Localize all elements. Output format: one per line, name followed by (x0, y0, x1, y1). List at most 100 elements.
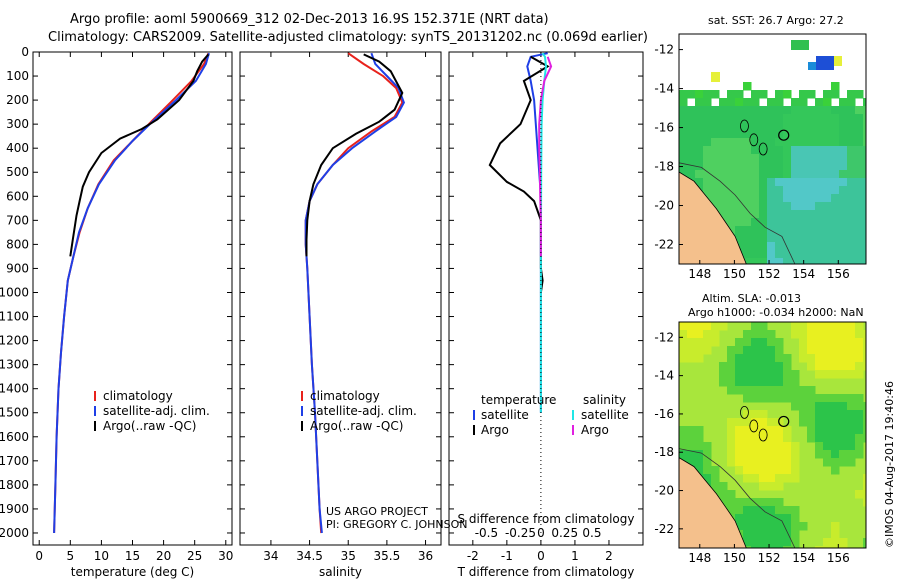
sst-map-cell (839, 210, 848, 219)
credit-project: US ARGO PROJECT (326, 505, 428, 518)
sst-map-cell (743, 226, 752, 235)
panel-frame-temperature (32, 51, 233, 546)
sst-map-cell (775, 242, 784, 251)
sst-map-cell (839, 106, 848, 115)
sst-map-cell (727, 106, 736, 115)
sla-map-cell (783, 370, 792, 379)
legend-label: Argo(..raw -QC) (103, 419, 196, 433)
sla-map-cell (743, 506, 752, 515)
sla-map-cell (775, 354, 784, 363)
sst-map-cell (751, 218, 760, 227)
sst-map-cell (799, 106, 808, 115)
sst-map-cell (783, 210, 792, 219)
sst-map-cell (775, 186, 784, 195)
sst-map-cell (863, 242, 866, 251)
sst-map-cell (743, 122, 752, 131)
sla-map-cell (847, 338, 856, 347)
sla-map-lon-label: 156 (827, 551, 850, 565)
sst-map-cell (759, 258, 768, 264)
sst-map-cell (831, 114, 840, 123)
sst-map-cell (775, 170, 784, 179)
sla-map-cell (735, 522, 744, 531)
y-tick-label: 1300 (0, 358, 29, 372)
sla-map-cell (679, 354, 688, 363)
sst-map-cell (839, 122, 848, 131)
sst-map-cell (807, 122, 816, 131)
y-tick-label: 2000 (0, 526, 29, 540)
sst-map-cell (799, 146, 808, 155)
sla-map-cell (863, 474, 866, 483)
sst-map-cell (831, 258, 840, 264)
sla-map-cell (791, 466, 800, 475)
sla-map-cell (759, 338, 768, 347)
sst-map-cell (783, 90, 792, 99)
sst-map-cell (687, 106, 696, 115)
sst-map-cell (863, 218, 866, 227)
sla-map-cell (839, 354, 848, 363)
sla-map-cell (767, 338, 776, 347)
sla-map-cell (807, 330, 816, 339)
legend-label: Argo (581, 423, 609, 437)
sst-map-cell (735, 106, 744, 115)
sla-map-title-2: Argo h1000: -0.034 h2000: NaN (688, 306, 864, 319)
sla-map-cell (719, 490, 728, 499)
sla-map-cell (775, 346, 784, 355)
sst-map-cell (695, 138, 704, 147)
sla-map-cell (807, 322, 816, 331)
sla-map-cell (711, 482, 720, 491)
sst-map-cell (847, 114, 856, 123)
sst-map-cell (847, 90, 856, 99)
sst-map-cell (719, 210, 728, 219)
y-tick-label: 1800 (0, 478, 29, 492)
sst-map-cell (727, 202, 736, 211)
sst-map-cell (711, 194, 720, 203)
panel-frame-salinity (239, 51, 442, 546)
sst-map-cell (719, 138, 728, 147)
sla-map-cell (695, 330, 704, 339)
sst-map-cell (855, 234, 864, 243)
sla-map-cell (791, 330, 800, 339)
sst-map-cell (775, 122, 784, 131)
sst-map-cell (695, 90, 704, 99)
sst-map-cell (855, 178, 864, 187)
sla-map-cell (783, 546, 792, 548)
sst-map-cell (855, 130, 864, 139)
sst-map-cell (775, 202, 784, 211)
sst-map-cell (759, 170, 768, 179)
sla-map-cell (831, 362, 840, 371)
sst-map-cell (751, 114, 760, 123)
sla-map-cell (711, 322, 720, 331)
y-tick-label: 100 (6, 69, 29, 83)
sst-map-cell (863, 186, 866, 195)
sst-map-cell (743, 154, 752, 163)
sla-map-cell (759, 482, 768, 491)
sla-map-cell (735, 362, 744, 371)
sla-map-cell (767, 426, 776, 435)
sla-map-cell (743, 354, 752, 363)
sst-map-cell (831, 146, 840, 155)
x-tick-label: 0 (537, 549, 545, 563)
legend-label: salinity (583, 393, 626, 407)
sla-map-cell (823, 538, 832, 547)
sst-map-cell (751, 258, 760, 264)
sst-map-cell (759, 242, 768, 251)
sla-map-cell (711, 466, 720, 475)
sst-map-cell (687, 146, 696, 155)
sla-map-cell (743, 538, 752, 547)
sla-map-cell (799, 346, 808, 355)
sst-map-cell (735, 202, 744, 211)
sst-map-cell (759, 210, 768, 219)
sst-map-cell (783, 242, 792, 251)
sla-map-cell (767, 450, 776, 459)
sst-map-cell (815, 138, 824, 147)
sst-map-cell (743, 114, 752, 123)
sst-map-cell (751, 226, 760, 235)
sla-map-reef (758, 428, 768, 442)
y-tick-label: 400 (6, 141, 29, 155)
sst-map-cell (719, 170, 728, 179)
sla-map-cell (751, 418, 760, 427)
sla-map-cell (767, 530, 776, 539)
sla-map-cell (695, 434, 704, 443)
sst-map-cell (791, 194, 800, 203)
sla-map-cell (863, 426, 866, 435)
